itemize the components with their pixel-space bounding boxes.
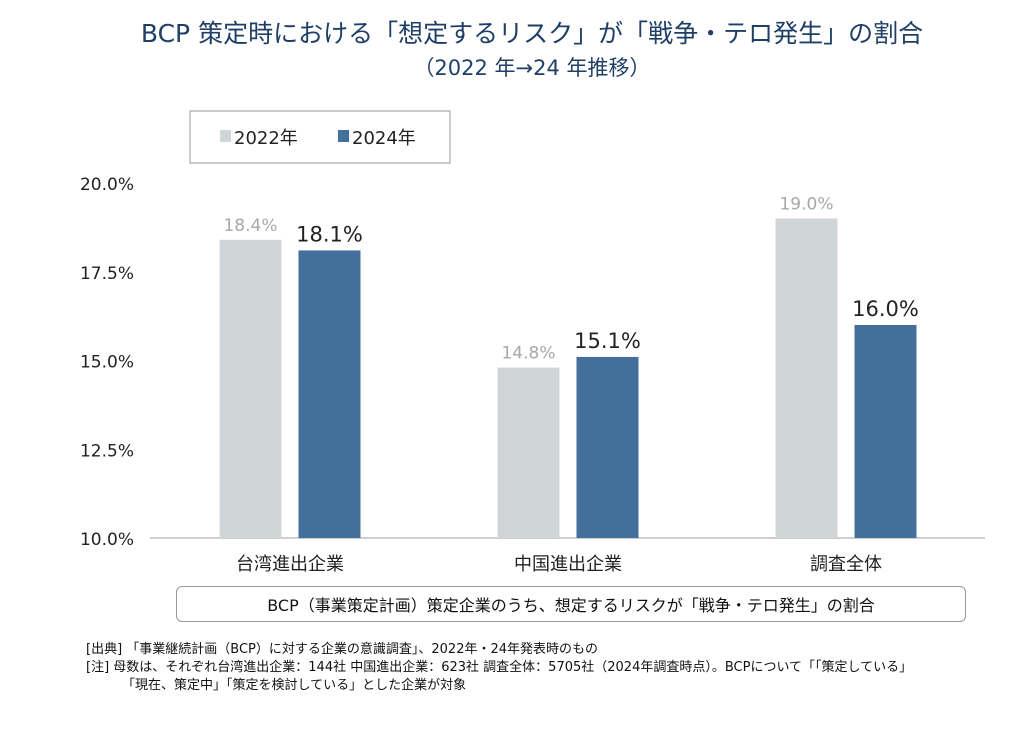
data-label: 16.0% [852,297,919,321]
bar-2024-1 [576,356,639,538]
chart-subtitle: （2022 年→24 年推移） [413,56,651,80]
bar-2022-2 [775,218,838,538]
legend: 2022年 2024年 [189,110,451,164]
sample-note-continued: 「現在、策定中」「策定を検討している」とした企業が対象 [122,678,467,693]
legend-label-2022: 2022年 [234,128,298,149]
data-label: 18.4% [223,216,277,236]
bar-2024-0 [298,250,361,538]
y-tick-label: 15.0% [80,353,134,373]
data-label: 15.1% [574,329,641,353]
x-tick-label: 調査全体 [810,554,882,575]
caption-text: BCP（事業策定計画）策定企業のうち、想定するリスクが「戦争・テロ発生」の割合 [267,596,875,615]
y-tick-label: 20.0% [80,175,134,195]
bar-chart: 2022年 2024年 10.0% 12.5% 15.0% 17.5% 20.0% 18… [80,110,985,575]
chart-title: BCP 策定時における「想定するリスク」が「戦争・テロ発生」の割合 [140,19,924,48]
bars: 18.4% 18.1% 14.8% 15.1% 19.0% 16.0% [219,195,919,539]
legend-label-2024: 2024年 [352,128,416,149]
data-label: 14.8% [501,344,555,364]
bar-2022-1 [497,367,560,538]
y-tick-label: 17.5% [80,264,134,284]
bar-2024-2 [854,325,917,538]
legend-swatch-2024 [338,130,349,142]
caption-box: BCP（事業策定計画）策定企業のうち、想定するリスクが「戦争・テロ発生」の割合 [176,586,966,622]
data-label: 19.0% [779,195,833,215]
source-note: [出典] 「事業継続計画（BCP）に対する企業の意識調査」、2022年・24年発… [86,642,599,657]
y-tick-label: 12.5% [80,441,134,461]
x-axis-labels: 台湾進出企業 中国進出企業 調査全体 [236,554,882,575]
y-axis: 10.0% 12.5% 15.0% 17.5% 20.0% [80,175,134,550]
data-label: 18.1% [296,222,363,246]
x-tick-label: 台湾進出企業 [236,554,344,575]
sample-note: [注] 母数は、それぞれ台湾進出企業：144社 中国進出企業：623社 調査全体… [86,660,913,675]
y-tick-label: 10.0% [80,530,134,550]
notes: [出典] 「事業継続計画（BCP）に対する企業の意識調査」、2022年・24年発… [86,641,1016,695]
x-tick-label: 中国進出企業 [514,554,622,575]
legend-swatch-2022 [220,130,231,142]
bar-2022-0 [219,239,282,539]
legend-box [189,110,451,164]
